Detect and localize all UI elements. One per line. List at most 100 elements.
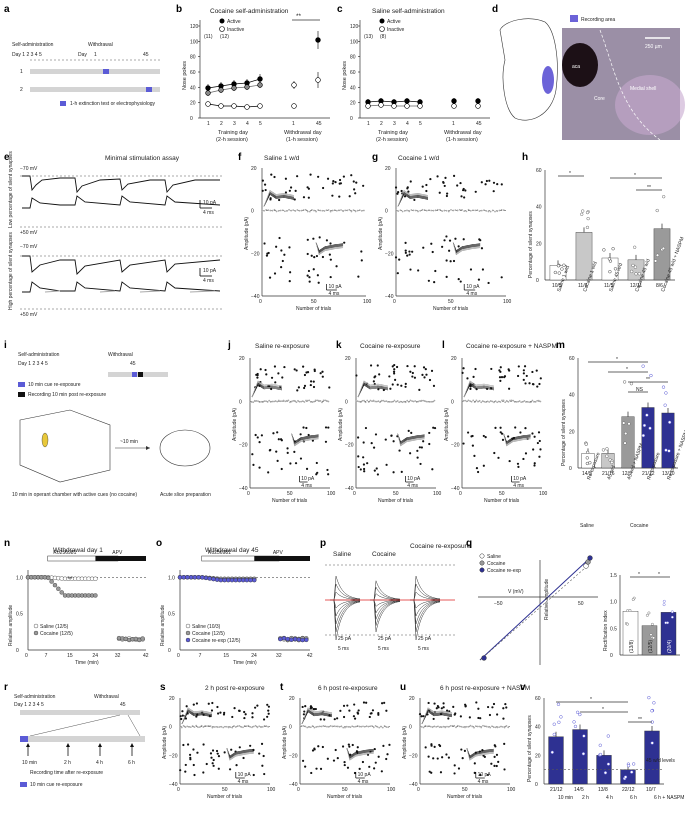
q-fit-line	[479, 557, 591, 661]
neg-point	[325, 239, 328, 242]
neg-point	[497, 760, 500, 763]
failure-point	[320, 725, 323, 728]
data-point	[244, 84, 250, 90]
d-core-label: Core	[594, 96, 605, 102]
tc-point	[185, 575, 190, 580]
q-legend-text: Cocaine	[487, 561, 506, 567]
ri-ylabel: Rectification index	[603, 610, 609, 651]
apv-bar	[254, 556, 310, 561]
ri-n-label: (12/5)	[648, 640, 654, 653]
pos-point	[303, 373, 307, 377]
pos-point	[393, 368, 396, 371]
pos-point	[297, 386, 300, 389]
neg-point	[396, 272, 399, 275]
failure-point	[496, 401, 499, 404]
panel-label-c: c	[337, 4, 343, 15]
pos-point	[216, 705, 219, 709]
neg-point	[308, 280, 311, 283]
failure-point	[494, 726, 497, 729]
y-tick-label: 0	[451, 399, 454, 405]
r-time-3: 4 h	[96, 760, 103, 766]
data-point	[404, 98, 410, 104]
failure-point	[471, 725, 474, 728]
pos-point	[433, 702, 436, 705]
individual-point	[557, 271, 561, 275]
failure-point	[224, 725, 226, 728]
failure-point	[439, 208, 441, 211]
y-tick-label: 0	[239, 399, 242, 405]
q-legend-text: Cocaine re-exp	[487, 568, 521, 574]
x-tick-label: 32	[115, 653, 121, 659]
tc-point	[222, 577, 227, 583]
bar	[641, 407, 655, 469]
failure-point	[297, 399, 299, 402]
failure-point	[488, 401, 491, 403]
failure-point	[403, 209, 406, 212]
pos-point	[303, 384, 307, 388]
x-tick-label: 50	[342, 787, 348, 793]
neg-point	[217, 755, 221, 758]
neg-trace	[397, 433, 425, 447]
neg-point	[432, 757, 435, 760]
neg-point	[306, 238, 309, 241]
failure-point	[478, 399, 481, 402]
failure-point	[200, 724, 203, 727]
pos-point	[459, 181, 462, 185]
failure-point	[379, 401, 381, 404]
pos-point	[293, 368, 296, 371]
d-shell-region	[615, 75, 685, 135]
neg-point	[533, 464, 536, 467]
neg-point	[312, 237, 315, 240]
b-xt-7: 45	[316, 121, 322, 127]
failure-point	[372, 399, 375, 402]
pos-point	[502, 707, 505, 710]
neg-point	[368, 765, 371, 768]
data-point	[218, 103, 224, 109]
data-point	[231, 85, 237, 91]
pos-point	[428, 378, 432, 382]
tc-point	[237, 577, 242, 583]
failure-point	[342, 210, 345, 213]
ri-point	[645, 613, 649, 617]
pos-point	[326, 177, 330, 180]
iv-trace	[370, 580, 401, 601]
neg-point	[392, 471, 395, 474]
pos-point	[331, 182, 334, 185]
b-legend-inactive: Inactive	[227, 27, 244, 33]
pos-point	[508, 369, 511, 372]
x-tick-label: 7	[199, 653, 202, 659]
neg-point	[261, 764, 264, 767]
neg-point	[433, 745, 436, 748]
c-xlabel2b: (1-h session)	[446, 137, 478, 143]
neg-point	[273, 272, 277, 275]
panel-label-h: h	[522, 152, 528, 163]
y-tick-label: −40	[385, 294, 394, 300]
failure-point	[492, 726, 495, 729]
failure-point	[179, 726, 181, 729]
a-legend-swatch	[60, 101, 66, 106]
failure-point	[304, 725, 307, 728]
failure-point	[313, 726, 316, 729]
e-trace-high-neg	[22, 255, 221, 275]
neg-point	[428, 770, 431, 773]
failure-point	[236, 725, 239, 728]
panel-b: b Cocaine self-administration Nose pokes…	[176, 4, 330, 143]
data-point	[417, 103, 423, 109]
neg-point	[409, 268, 412, 271]
individual-point	[633, 265, 638, 269]
failure-point	[197, 726, 199, 729]
pos-point	[296, 175, 299, 178]
data-point	[291, 103, 297, 109]
failure-point	[420, 726, 423, 728]
c-xt-2: 2	[380, 121, 383, 127]
failure-point	[454, 209, 457, 212]
y-tick-label: −20	[169, 753, 178, 759]
x-axis-label: Number of trials	[207, 794, 243, 800]
neg-point	[278, 236, 281, 240]
pos-point	[436, 175, 439, 178]
data-point	[391, 103, 397, 109]
b-legend-inactive-marker	[219, 26, 225, 32]
neg-point	[262, 754, 265, 758]
neg-point	[408, 253, 411, 256]
data-point	[257, 76, 263, 82]
